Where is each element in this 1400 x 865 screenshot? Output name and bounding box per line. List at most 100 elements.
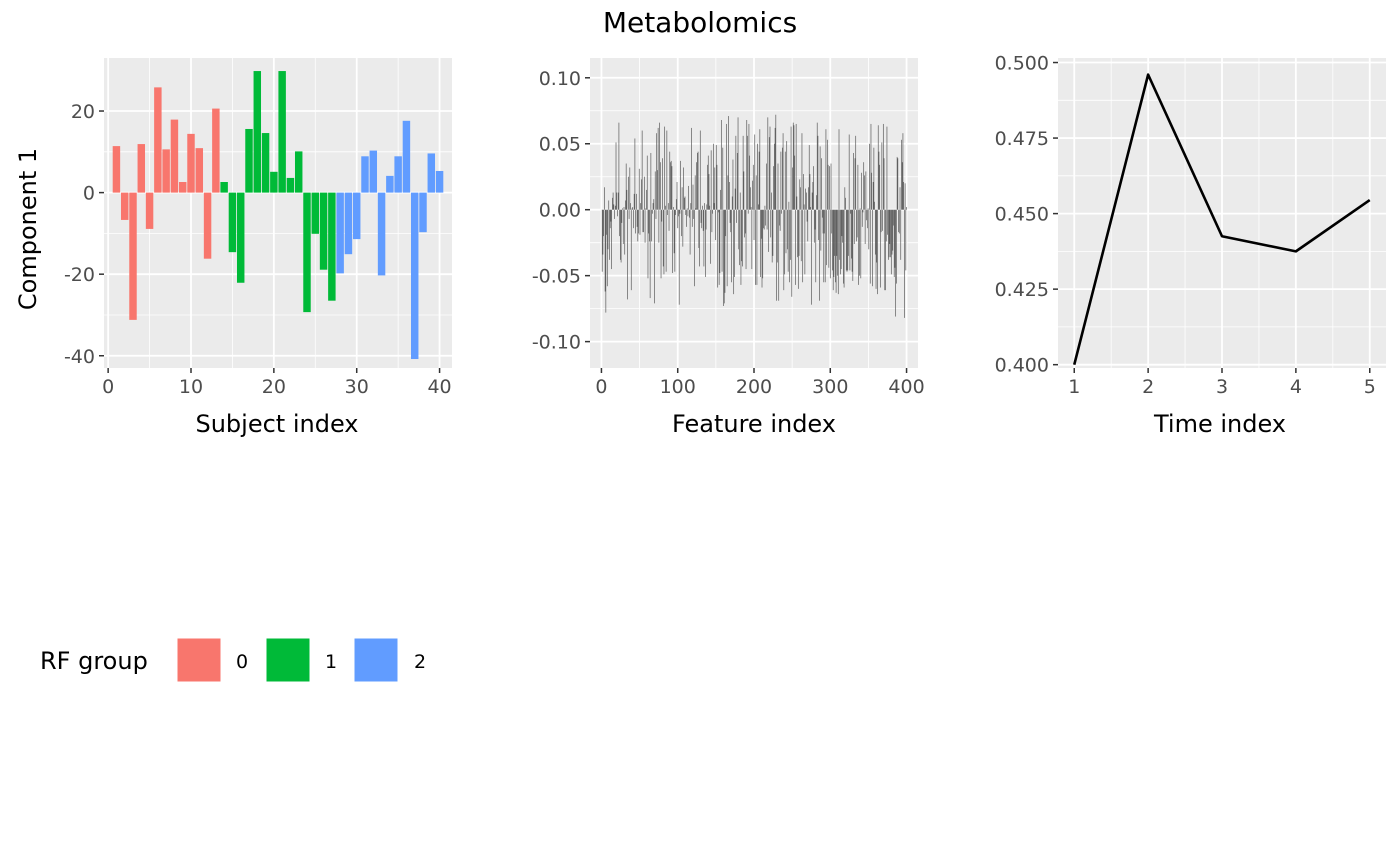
feature-bar: [904, 183, 906, 210]
feature-bar: [782, 147, 783, 210]
feature-bar: [630, 203, 631, 210]
feature-bar: [645, 208, 647, 210]
feature-bar: [837, 209, 839, 295]
feature-bar: [893, 209, 894, 226]
feature-bar: [771, 192, 772, 210]
feature-bar: [636, 193, 637, 210]
feature-bar: [807, 209, 809, 242]
feature-bar: [778, 209, 780, 301]
subject-bar: [294, 151, 303, 193]
feature-bar: [906, 207, 907, 210]
feature-bar: [609, 209, 611, 229]
feature-bar: [641, 130, 643, 210]
feature-y-tick-label: 0.05: [539, 134, 581, 156]
feature-bar: [674, 209, 676, 272]
feature-bar: [847, 209, 849, 271]
feature-bar: [723, 209, 724, 306]
subject-y-tick-label: -20: [64, 264, 95, 286]
feature-bar: [804, 209, 806, 275]
subject-panel-background: [104, 58, 452, 368]
time-y-tick-label: 0.425: [995, 279, 1049, 301]
subject-x-tick-label: 0: [102, 376, 114, 398]
time-y-tick-label: 0.450: [995, 204, 1049, 226]
feature-bar: [748, 123, 750, 210]
feature-bar: [744, 209, 746, 234]
subject-bar: [203, 192, 212, 259]
feature-bar: [821, 158, 822, 210]
feature-bar: [750, 207, 752, 210]
feature-bar: [798, 209, 800, 256]
feature-bar: [883, 158, 885, 210]
feature-bar: [726, 209, 728, 287]
legend-title: RF group: [40, 647, 148, 675]
feature-bar: [792, 122, 794, 210]
feature-bar: [680, 160, 681, 210]
feature-bar: [800, 187, 801, 210]
feature-bar: [716, 164, 718, 210]
feature-bar: [642, 209, 644, 233]
feature-bar: [739, 192, 741, 210]
legend-key-group-0: [176, 637, 222, 683]
feature-bar: [874, 209, 876, 255]
feature-bar: [820, 209, 822, 251]
feature-y-tick-label: 0.00: [539, 200, 581, 222]
subject-bar: [220, 182, 228, 193]
feature-bar: [797, 209, 799, 289]
feature-bar: [659, 162, 661, 210]
feature-bar: [834, 209, 835, 256]
feature-bar: [840, 209, 841, 275]
feature-bar: [872, 209, 873, 287]
feature-bar: [881, 142, 883, 210]
feature-bar: [643, 209, 644, 233]
feature-bar: [615, 142, 617, 210]
feature-bar: [882, 209, 883, 231]
subject-bar: [427, 153, 436, 193]
feature-bar: [649, 209, 650, 242]
feature-bar: [893, 209, 895, 277]
feature-bar: [853, 209, 855, 244]
feature-bar: [828, 209, 830, 268]
feature-x-tick-label: 0: [595, 376, 607, 398]
feature-bar: [683, 197, 685, 210]
feature-bar: [896, 156, 898, 210]
time-y-tick-label: 0.500: [995, 53, 1049, 75]
feature-bar: [606, 209, 607, 235]
feature-bar: [651, 209, 653, 214]
feature-bar: [752, 180, 753, 210]
subject-bar: [195, 148, 204, 193]
feature-bar: [827, 164, 829, 210]
feature-bar: [776, 209, 778, 263]
feature-bar: [620, 209, 621, 260]
subject-bar: [361, 156, 369, 193]
feature-bar: [803, 204, 805, 210]
feature-bar: [904, 209, 905, 318]
feature-bar: [685, 209, 687, 215]
feature-bar: [897, 158, 899, 210]
feature-bar: [695, 208, 697, 210]
feature-bar: [813, 166, 814, 210]
subject-bar: [352, 192, 361, 240]
feature-bar: [801, 133, 803, 210]
feature-bar: [652, 203, 654, 210]
subject-y-tick-label: 20: [71, 101, 95, 123]
feature-bar: [861, 209, 863, 227]
feature-bar: [808, 145, 810, 210]
feature-bar: [684, 196, 686, 210]
feature-bar: [707, 164, 708, 210]
feature-bar: [670, 162, 671, 210]
feature-bar: [668, 209, 670, 231]
feature-bar: [808, 187, 809, 210]
feature-bar: [879, 164, 881, 210]
feature-bar: [756, 209, 758, 285]
feature-bar: [673, 207, 674, 210]
feature-bar: [795, 209, 796, 285]
feature-bar: [691, 127, 692, 210]
feature-x-tick-label: 300: [812, 376, 848, 398]
feature-bar: [739, 209, 740, 266]
feature-bar: [789, 209, 790, 283]
feature-bar: [638, 209, 639, 234]
feature-bar: [712, 209, 713, 214]
feature-bar: [838, 129, 840, 210]
subject-bar: [145, 192, 154, 229]
